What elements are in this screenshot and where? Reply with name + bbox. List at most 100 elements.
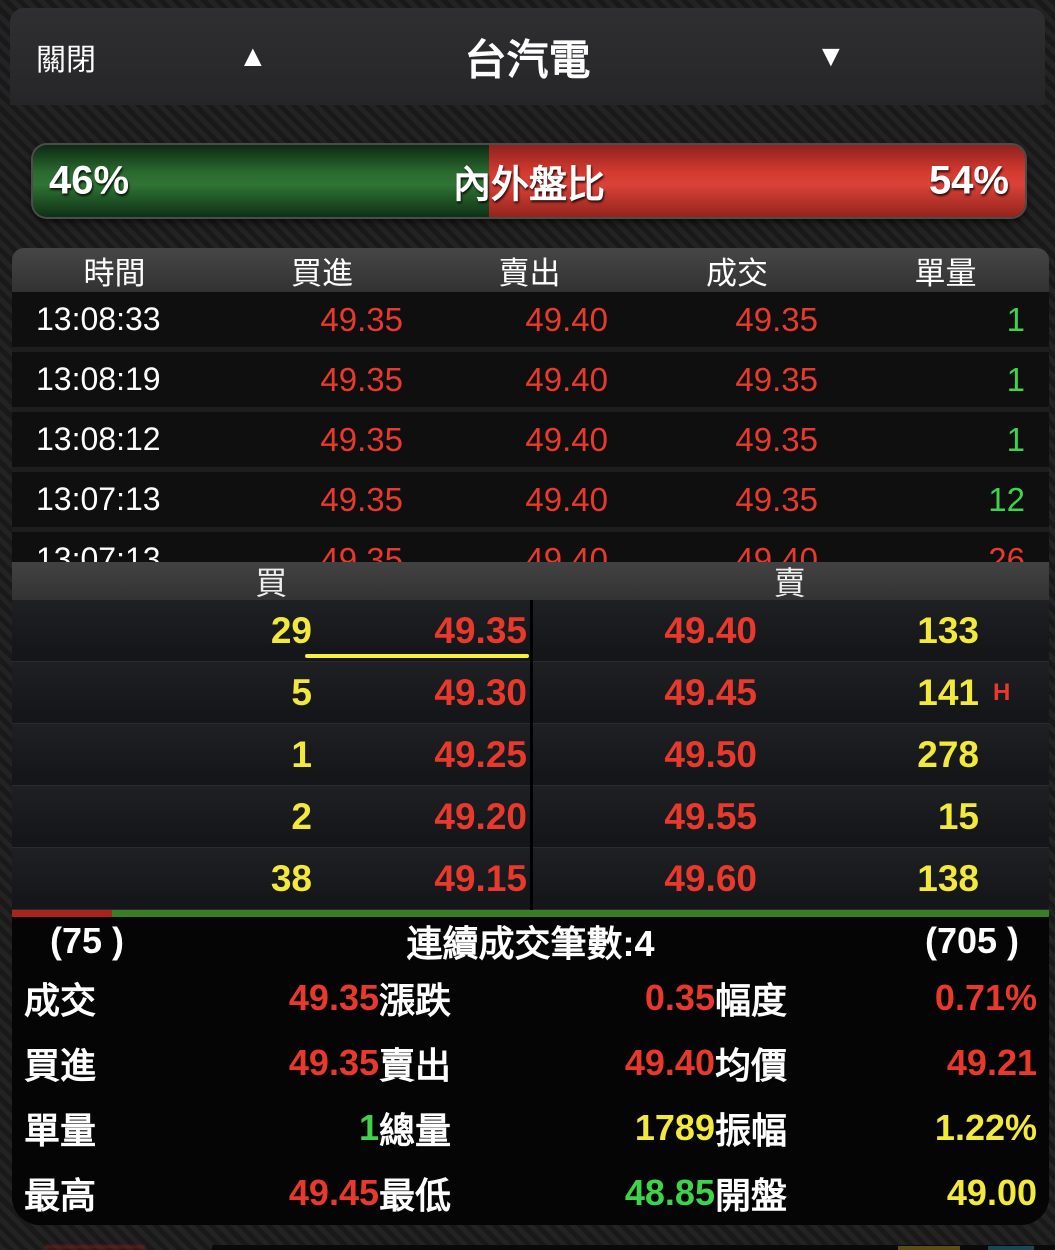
sliver-strip <box>212 1245 1055 1250</box>
summary-row-bidask: 買進 49.35 賣出 49.40 均價 49.21 <box>24 1030 1037 1095</box>
totals-row: (75 ) 連續成交筆數:4 (705 ) <box>12 917 1049 965</box>
stat-value: 0.35 <box>644 976 715 1018</box>
trade-sell-price: 49.40 <box>525 420 608 458</box>
summary-stats: 成交 49.35 漲跌 0.35 幅度 0.71% 買進 49.35 賣出 49… <box>12 965 1049 1225</box>
order-book-rows: 29 49.35 49.40 133 5 49.30 49.45 141 H 1… <box>12 600 1049 910</box>
trade-buy-price: 49.35 <box>320 480 403 518</box>
inner-ratio-pct: 46% <box>49 158 130 203</box>
col-buy: 買進 <box>291 256 353 291</box>
prev-stock-arrow-icon[interactable]: ▲ <box>238 39 268 73</box>
trade-time: 13:07:13 <box>36 541 161 562</box>
bid-price[interactable]: 49.20 <box>434 795 527 837</box>
stat-label: 開盤 <box>714 1174 787 1216</box>
next-stock-arrow-icon[interactable]: ▼ <box>816 39 846 73</box>
bid-price[interactable]: 49.30 <box>434 671 527 713</box>
stat-value: 48.85 <box>624 1171 715 1213</box>
stat-value: 49.35 <box>288 976 379 1018</box>
stat-value: 49.21 <box>946 1041 1037 1083</box>
trade-row: 13:08:19 49.35 49.40 49.35 1 <box>12 352 1049 412</box>
stat-value: 49.00 <box>946 1171 1037 1213</box>
bid-ask-ratio-strip <box>12 910 1049 917</box>
stat-value: 1 <box>358 1106 379 1148</box>
trade-time: 13:07:13 <box>36 481 161 517</box>
quote-panel: 時間 買進 賣出 成交 單量 13:08:33 49.35 49.40 49.3… <box>12 248 1049 1225</box>
trade-deal-price: 49.40 <box>735 540 818 563</box>
trade-sell-price: 49.40 <box>525 540 608 563</box>
trade-time: 13:08:33 <box>36 301 161 337</box>
ask-volume: 15 <box>937 795 979 837</box>
trade-time: 13:08:12 <box>36 421 161 457</box>
stat-value: 49.40 <box>624 1041 715 1083</box>
trade-volume: 1 <box>1006 420 1025 458</box>
stat-label: 總量 <box>379 1109 452 1151</box>
ask-total: (705 ) <box>924 920 1019 961</box>
sliver-red-text <box>45 1245 145 1249</box>
bid-volume: 38 <box>270 857 312 899</box>
trade-sell-price: 49.40 <box>525 300 608 338</box>
trade-deal-price: 49.35 <box>735 300 818 338</box>
inner-ratio-segment <box>33 145 490 217</box>
col-volume: 單量 <box>914 256 977 291</box>
ask-volume: 133 <box>917 609 979 651</box>
ask-side-label: 賣 <box>773 565 806 601</box>
trade-sell-price: 49.40 <box>525 480 608 518</box>
ask-volume: 141 <box>917 671 979 713</box>
trade-deal-price: 49.35 <box>735 420 818 458</box>
order-book-header: 買 賣 <box>12 562 1049 601</box>
trade-buy-price: 49.35 <box>320 420 403 458</box>
stat-label: 成交 <box>24 979 97 1021</box>
close-button[interactable]: 關閉 <box>36 43 96 77</box>
ask-volume: 278 <box>917 733 979 775</box>
bid-ratio-segment <box>12 910 112 917</box>
stat-label: 單量 <box>24 1109 97 1151</box>
sliver-yellow <box>898 1246 960 1250</box>
bid-volume: 1 <box>291 733 312 775</box>
col-sell: 賣出 <box>498 256 561 291</box>
trade-deal-price: 49.35 <box>735 480 818 518</box>
stat-value: 1.22% <box>934 1106 1037 1148</box>
consecutive-trades-label: 連續成交筆數:4 <box>406 923 655 964</box>
trades-list[interactable]: 13:08:33 49.35 49.40 49.35 1 13:08:19 49… <box>12 292 1049 562</box>
order-book-divider <box>530 600 533 910</box>
bid-volume: 2 <box>291 795 312 837</box>
stat-value: 49.35 <box>288 1041 379 1083</box>
trade-row: 13:08:12 49.35 49.40 49.35 1 <box>12 412 1049 472</box>
bid-total: (75 ) <box>50 920 125 961</box>
inner-outer-ratio-bar: 46% 內外盤比 54% <box>33 145 1025 217</box>
stock-title: 台汽電 <box>464 36 591 83</box>
trade-row-partial: 13:07:13 49.35 49.40 49.40 26 <box>12 532 1049 562</box>
col-deal: 成交 <box>706 256 768 291</box>
trade-row: 13:08:33 49.35 49.40 49.35 1 <box>12 292 1049 352</box>
stat-label: 最高 <box>24 1174 97 1216</box>
stat-label: 最低 <box>379 1174 452 1216</box>
bid-price[interactable]: 49.35 <box>434 609 527 651</box>
outer-ratio-pct: 54% <box>928 158 1009 203</box>
trade-sell-price: 49.40 <box>525 360 608 398</box>
trade-volume: 1 <box>1006 300 1025 338</box>
stat-label: 漲跌 <box>379 979 452 1021</box>
sliver-teal <box>988 1246 1034 1250</box>
ask-price[interactable]: 49.50 <box>664 733 757 775</box>
bid-price[interactable]: 49.15 <box>434 857 527 899</box>
summary-row-deal: 成交 49.35 漲跌 0.35 幅度 0.71% <box>24 965 1037 1030</box>
outer-ratio-segment <box>489 145 1025 217</box>
trade-volume: 1 <box>1006 360 1025 398</box>
stat-label: 振幅 <box>714 1109 787 1151</box>
bid-volume: 29 <box>270 609 312 651</box>
ask-price[interactable]: 49.55 <box>664 795 757 837</box>
summary-row-volume: 單量 1 總量 1789 振幅 1.22% <box>24 1095 1037 1160</box>
stat-label: 均價 <box>714 1044 787 1086</box>
ask-price[interactable]: 49.45 <box>664 671 757 713</box>
stat-value: 49.45 <box>288 1171 379 1213</box>
ratio-bar-label: 內外盤比 <box>452 164 606 207</box>
bid-price[interactable]: 49.25 <box>434 733 527 775</box>
best-bid-underline <box>305 654 529 658</box>
trade-time: 13:08:19 <box>36 361 161 397</box>
ask-price[interactable]: 49.60 <box>664 857 757 899</box>
order-book: 29 49.35 49.40 133 5 49.30 49.45 141 H 1… <box>12 600 1049 910</box>
stat-label: 賣出 <box>379 1044 452 1086</box>
stat-label: 幅度 <box>714 979 787 1021</box>
ask-price[interactable]: 49.40 <box>664 609 757 651</box>
next-widget-sliver <box>0 1244 1055 1250</box>
stat-value: 0.71% <box>934 976 1037 1018</box>
